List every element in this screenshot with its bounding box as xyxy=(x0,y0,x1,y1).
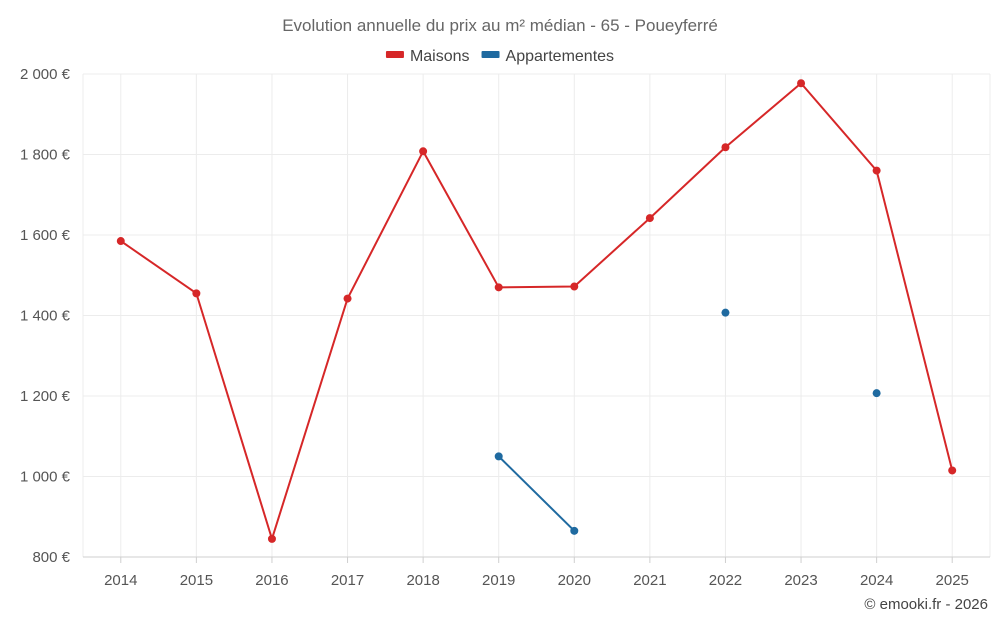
data-point[interactable] xyxy=(645,214,654,223)
data-point[interactable] xyxy=(797,79,806,88)
legend-swatch xyxy=(481,51,500,58)
x-tick-label: 2019 xyxy=(482,572,515,589)
x-tick-label: 2024 xyxy=(860,572,893,589)
data-point[interactable] xyxy=(721,143,730,152)
grid-lines xyxy=(82,73,991,557)
data-point[interactable] xyxy=(948,466,957,475)
x-tick-label: 2022 xyxy=(709,572,742,589)
x-tick-label: 2016 xyxy=(255,572,288,589)
x-tick-label: 2018 xyxy=(406,572,439,589)
x-tick-label: 2015 xyxy=(180,572,213,589)
data-point[interactable] xyxy=(494,452,503,461)
legend: Maisons Appartementes xyxy=(385,48,615,65)
data-point[interactable] xyxy=(872,389,881,398)
axes: 800 € 1 000 € 1 200 € 1 400 € 1 600 € 1 800 €… xyxy=(20,66,990,589)
data-point[interactable] xyxy=(494,283,503,292)
x-tick-label: 2020 xyxy=(558,572,591,589)
credit-text: © emooki.fr - 2026 xyxy=(864,596,988,613)
x-tick-label: 2023 xyxy=(784,572,817,589)
data-point[interactable] xyxy=(192,289,201,298)
legend-swatch xyxy=(385,51,404,58)
series-layer xyxy=(116,79,957,543)
series-line xyxy=(120,82,954,540)
x-tick-label: 2014 xyxy=(104,572,137,589)
data-point[interactable] xyxy=(343,294,352,303)
y-tick-label: 1 600 € xyxy=(20,227,71,244)
data-point[interactable] xyxy=(267,534,276,543)
x-tick-label: 2025 xyxy=(936,572,969,589)
series-maisons xyxy=(116,79,957,543)
y-tick-label: 1 400 € xyxy=(20,308,71,325)
chart-title: Evolution annuelle du prix au m² médian … xyxy=(282,16,718,35)
legend-label[interactable]: Maisons xyxy=(410,48,470,65)
series-appartementes xyxy=(494,308,881,535)
y-tick-label: 2 000 € xyxy=(20,66,71,83)
x-tick-label: 2021 xyxy=(633,572,666,589)
y-tick-label: 1 200 € xyxy=(20,388,71,405)
data-point[interactable] xyxy=(116,237,125,246)
y-tick-label: 800 € xyxy=(32,549,70,566)
y-tick-label: 1 000 € xyxy=(20,469,71,486)
data-point[interactable] xyxy=(570,526,579,535)
legend-label[interactable]: Appartementes xyxy=(506,48,615,65)
y-tick-label: 1 800 € xyxy=(20,147,71,164)
series-line xyxy=(498,455,575,532)
data-point[interactable] xyxy=(570,282,579,291)
data-point[interactable] xyxy=(872,166,881,175)
x-tick-label: 2017 xyxy=(331,572,364,589)
data-point[interactable] xyxy=(419,147,428,156)
data-point[interactable] xyxy=(721,308,730,317)
